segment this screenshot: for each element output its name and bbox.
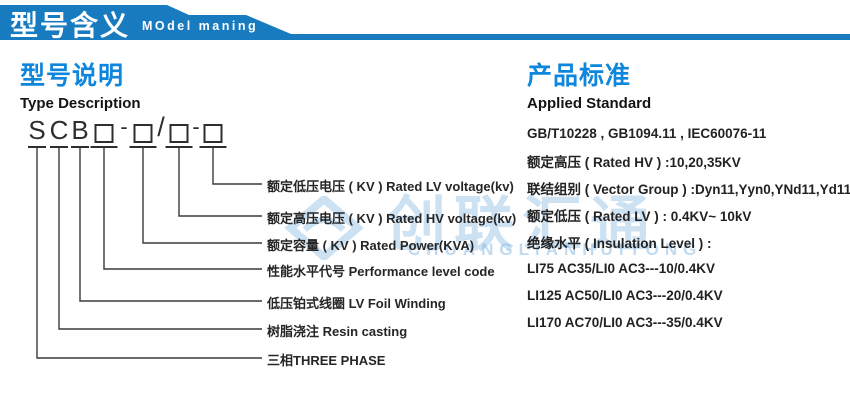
blank-box-icon	[94, 124, 114, 143]
header-banner: 型号含义 MOdel maning	[0, 5, 850, 41]
page-title: 型号含义	[10, 10, 131, 41]
blank-box-icon	[133, 124, 153, 143]
code-box-3	[165, 111, 193, 148]
code-label-lv-voltage: 额定低压电压 ( KV ) Rated LV voltage(kv)	[267, 179, 514, 194]
standard-line-rated-lv: 额定低压 ( Rated LV ) : 0.4KV~ 10kV	[527, 208, 752, 224]
code-separator-dash: -	[192, 114, 200, 139]
type-description-heading: 型号说明 Type Description	[20, 56, 141, 112]
standard-line-li170: LI170 AC70/LI0 AC3---35/0.4KV	[527, 315, 723, 330]
standard-line-li75: LI75 AC35/LI0 AC3---10/0.4KV	[527, 261, 716, 276]
code-box-2	[129, 111, 157, 148]
code-letter-s: S	[28, 111, 46, 148]
section-heading-cn: 型号说明	[20, 62, 125, 90]
code-box-1	[90, 111, 118, 148]
code-label-rated-power: 额定容量 ( KV ) Rated Power(KVA)	[267, 238, 475, 253]
code-label-hv-voltage: 额定高压电压 ( KV ) Rated HV voltage(kv)	[267, 211, 517, 226]
standard-line-insulation: 绝缘水平 ( Insulation Level ) :	[527, 235, 712, 251]
standard-line-vector-group: 联结组别 ( Vector Group ) :Dyn11,Yyn0,YNd11,…	[527, 181, 850, 197]
standard-line-li125: LI125 AC50/LI0 AC3---20/0.4KV	[527, 288, 723, 303]
connector-lines	[36, 147, 262, 359]
code-letter-c: C	[50, 111, 68, 148]
code-separator-slash: /	[157, 111, 165, 142]
page-subtitle: MOdel maning	[142, 19, 259, 33]
code-letter-b: B	[71, 111, 89, 148]
section-heading-cn: 产品标准	[527, 62, 632, 90]
code-box-4	[199, 111, 227, 148]
code-label-foil-winding: 低压铂式线圈 LV Foil Winding	[267, 296, 446, 311]
standard-line-gb: GB/T10228 , GB1094.11 , IEC60076-11	[527, 126, 767, 141]
applied-standard-heading: 产品标准 Applied Standard	[527, 56, 651, 112]
blank-box-icon	[203, 124, 223, 143]
code-separator-dash: -	[120, 114, 128, 139]
standard-line-rated-hv: 额定高压 ( Rated HV ) :10,20,35KV	[527, 154, 741, 170]
section-heading-en: Applied Standard	[527, 95, 652, 112]
code-label-three-phase: 三相THREE PHASE	[267, 353, 386, 368]
blank-box-icon	[169, 124, 189, 143]
code-label-perf-level: 性能水平代号 Performance level code	[267, 264, 495, 279]
code-label-resin: 树脂浇注 Resin casting	[267, 324, 408, 339]
standard-list: GB/T10228 , GB1094.11 , IEC60076-11 额定高压…	[527, 120, 850, 336]
section-heading-en: Type Description	[20, 95, 141, 112]
